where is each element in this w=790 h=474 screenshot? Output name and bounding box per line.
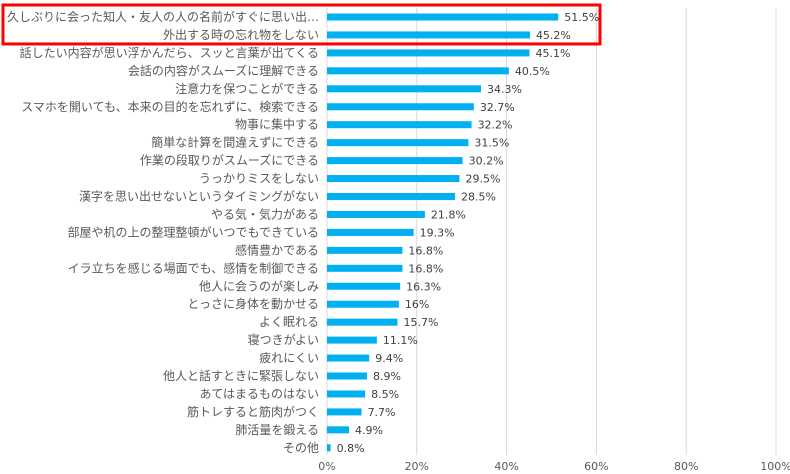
data-label: 15.7% [403,316,438,329]
category-label: 他人に会うのが楽しみ [199,278,319,293]
bar [327,139,469,147]
data-label: 4.9% [355,424,383,437]
category-label: とっさに身体を動かせる [187,296,319,311]
value-labels: 51.5% 45.2% 45.1% 40.5% 34.3% 32.7% 32.2% 31.5%… [337,11,600,455]
x-tick-label: 0% [318,460,335,473]
category-label: 感情豊かである [235,242,319,257]
data-label: 0.8% [337,442,365,455]
x-tick-label: 60% [584,460,608,473]
data-label: 31.5% [474,137,509,150]
category-label: うっかりミスをしない [199,172,319,186]
category-label: やる気・気力がある [211,206,319,221]
category-label: その他 [283,441,319,455]
data-label: 19.3% [420,226,455,239]
bar [327,157,463,165]
category-label: よく眠れる [259,315,319,329]
bar [327,85,482,93]
category-label: 会話の内容がスムーズに理解できる [128,63,319,78]
category-label: 疲れにくい [259,350,319,365]
bar [327,121,472,129]
bar [327,336,377,344]
bar [327,318,398,326]
data-label: 16.8% [408,262,443,275]
category-label: 簡単な計算を間違えずにできる [151,135,319,150]
category-label: 他人と話すときに緊張しない [163,368,319,383]
bar [327,246,403,254]
x-tick-label: 40% [494,460,518,473]
data-label: 45.2% [536,29,571,42]
bar [327,300,399,308]
bar [327,354,370,362]
bar [327,13,559,21]
bars [327,13,559,452]
data-label: 45.1% [535,47,570,60]
data-label: 7.7% [368,406,396,419]
grid-lines [416,8,777,455]
category-label: 筋トレすると筋肉がつく [187,404,319,419]
bar [327,49,530,57]
bar [327,264,403,272]
category-label: イラ立ちを感じる場面でも、感情を制御できる [68,260,319,275]
bar [327,210,425,218]
bar [327,175,460,183]
data-label: 51.5% [564,11,599,24]
highlight-rectangle [1,3,602,46]
data-label: 40.5% [515,65,550,78]
data-label: 34.3% [487,83,522,96]
x-tick-label: 100% [760,460,790,473]
bar [327,282,401,290]
category-label: 注意力を保つことができる [175,81,319,96]
bar [327,390,366,398]
data-label: 32.2% [478,119,513,132]
data-label: 16.3% [406,280,441,293]
category-label: 外出する時の忘れ物をしない [163,27,319,42]
data-label: 21.8% [431,208,466,221]
data-label: 9.4% [375,352,403,365]
category-labels: 久しぶりに会った知人・友人の人の名前がすぐに思い出… 外出する時の忘れ物をしない話… [7,9,319,455]
bar [327,426,350,434]
x-tick-labels: 0% 20% 40% 60% 80% 100% [318,460,790,473]
bar [327,193,455,200]
bar [327,31,530,39]
category-label: 漢字を思い出せないというタイミングがない [79,189,319,204]
category-label: 寝つきがよい [248,332,319,347]
bar [327,444,331,452]
category-label: 話したい内容が思い浮かんだら、スッと言葉が出てくる [20,45,319,60]
category-label: 部屋や机の上の整理整頓がいつでもできている [67,224,319,239]
x-tick-label: 20% [405,460,429,473]
bar [327,408,362,416]
x-tick-label: 80% [674,460,698,473]
bar [327,103,474,111]
bar [327,228,414,236]
data-label: 8.9% [373,370,401,383]
highlight-box [1,3,602,46]
data-label: 30.2% [469,155,504,168]
bar [327,67,509,75]
category-label: 久しぶりに会った知人・友人の人の名前がすぐに思い出… [7,9,319,24]
data-label: 29.5% [465,173,500,186]
data-label: 28.5% [461,191,496,204]
data-label: 16% [405,298,429,311]
data-label: 32.7% [480,101,515,114]
category-label: あてはまるものはない [199,387,319,401]
data-label: 11.1% [383,334,418,347]
category-label: 物事に集中する [235,117,319,132]
category-label: 作業の段取りがスムーズにできる [140,153,319,168]
data-label: 8.5% [371,388,399,401]
data-label: 16.8% [408,244,443,257]
category-label: 肺活量を鍛える [235,423,319,437]
bar [327,372,367,380]
category-label: スマホを開いても、本来の目的を忘れずに、検索できる [21,99,319,114]
